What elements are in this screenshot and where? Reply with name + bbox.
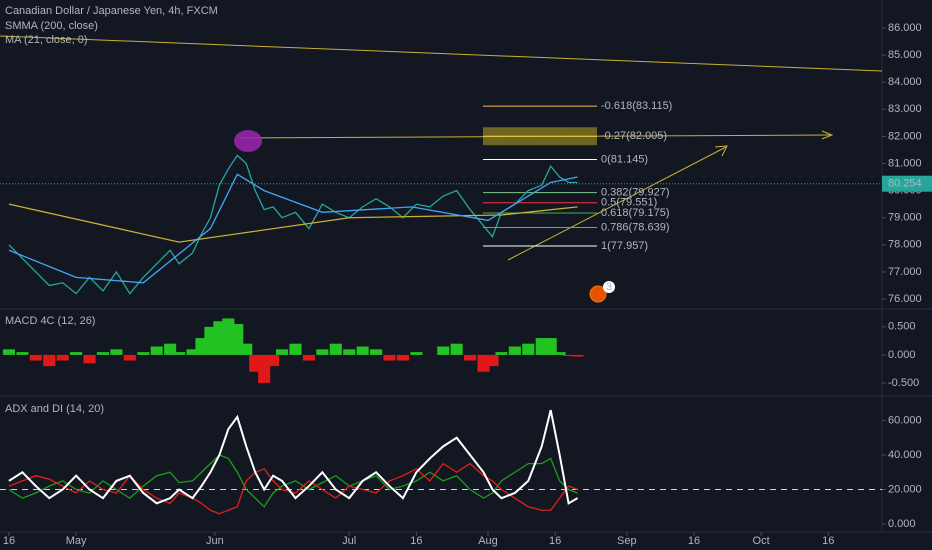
histogram-bar bbox=[56, 354, 69, 361]
histogram-bar bbox=[83, 354, 96, 364]
series-line bbox=[8, 154, 578, 295]
fib-label: 0.5(79.551) bbox=[601, 197, 657, 209]
histogram-bar bbox=[96, 352, 110, 355]
histogram-bar bbox=[137, 352, 150, 355]
arrow-head bbox=[821, 130, 834, 140]
histogram-bar bbox=[486, 354, 499, 367]
fib-label: 0(81.145) bbox=[601, 153, 648, 165]
x-tick-label: Oct bbox=[753, 535, 770, 547]
y-tick-label: 84.000 bbox=[888, 76, 922, 88]
legend-entry: SMMA (200, close) bbox=[5, 20, 98, 32]
histogram-bar bbox=[240, 343, 253, 355]
histogram-bar bbox=[316, 349, 329, 355]
histogram-bar bbox=[437, 346, 450, 355]
histogram-bar bbox=[29, 354, 42, 361]
histogram-bar bbox=[396, 354, 409, 361]
y-tick-label: 0.000 bbox=[888, 518, 916, 530]
x-tick-label: 16 bbox=[688, 535, 700, 547]
x-tick-label: Jul bbox=[342, 535, 356, 547]
y-tick-label: 60.000 bbox=[888, 414, 922, 426]
histogram-bar bbox=[370, 349, 383, 355]
series-line bbox=[8, 203, 578, 243]
histogram-bar bbox=[289, 343, 302, 355]
panel-title: ADX and DI (14, 20) bbox=[5, 403, 104, 415]
panel-title: MACD 4C (12, 26) bbox=[5, 315, 95, 327]
y-tick-label: 82.000 bbox=[888, 130, 922, 142]
series-line bbox=[8, 454, 578, 508]
x-tick-label: 16 bbox=[822, 535, 834, 547]
x-tick-label: 16 bbox=[410, 535, 422, 547]
y-tick-label: 20.000 bbox=[888, 483, 922, 495]
x-tick-label: 16 bbox=[549, 535, 561, 547]
histogram-bar bbox=[150, 346, 163, 355]
trend-line bbox=[0, 35, 883, 72]
histogram-bar bbox=[123, 354, 136, 361]
histogram-bar bbox=[571, 354, 584, 357]
series-line bbox=[8, 409, 579, 505]
y-tick-label: 81.000 bbox=[888, 157, 922, 169]
fib-label: 0.786(78.639) bbox=[601, 221, 670, 233]
y-tick-label: -0.500 bbox=[888, 377, 919, 389]
x-tick-label: May bbox=[66, 535, 87, 547]
event-count: 3 bbox=[606, 281, 612, 293]
histogram-bar bbox=[164, 343, 177, 355]
x-tick-label: Jun bbox=[206, 535, 224, 547]
event-badge bbox=[603, 281, 615, 293]
histogram-bar bbox=[343, 349, 356, 355]
histogram-bar bbox=[173, 352, 186, 355]
histogram-bar bbox=[410, 352, 423, 355]
x-tick-label: Aug bbox=[478, 535, 498, 547]
trend-line bbox=[507, 146, 727, 261]
histogram-bar bbox=[186, 349, 199, 355]
histogram-bar bbox=[383, 354, 396, 361]
fib-label: -0.618(83.115) bbox=[601, 100, 672, 112]
arrow-head bbox=[714, 145, 728, 157]
panel-title: Canadian Dollar / Japanese Yen, 4h, FXCM bbox=[5, 5, 218, 17]
histogram-bar bbox=[2, 349, 15, 355]
histogram-bar bbox=[356, 346, 369, 355]
series-line bbox=[8, 173, 578, 284]
histogram-bar bbox=[110, 349, 123, 355]
y-tick-label: 79.000 bbox=[888, 212, 922, 224]
histogram-bar bbox=[43, 354, 56, 367]
histogram-bar bbox=[544, 338, 557, 355]
series-line bbox=[8, 462, 578, 515]
histogram-bar bbox=[329, 343, 342, 355]
histogram-bar bbox=[302, 354, 315, 361]
histogram-bar bbox=[464, 354, 477, 361]
legend-entry: MA (21, close, 0) bbox=[5, 34, 88, 46]
histogram-bar bbox=[562, 354, 575, 357]
histogram-bar bbox=[267, 354, 280, 367]
histogram-bar bbox=[450, 343, 463, 355]
highlight-ellipse bbox=[234, 130, 262, 152]
histogram-bar bbox=[276, 349, 289, 355]
y-tick-label: 76.000 bbox=[888, 293, 922, 305]
last-price-label: 80.254 bbox=[888, 178, 922, 190]
y-tick-label: 86.000 bbox=[888, 22, 922, 34]
fib-label: -0.27(82.005) bbox=[601, 130, 667, 142]
histogram-bar bbox=[508, 346, 521, 355]
event-icon bbox=[589, 285, 607, 303]
fib-label: 0.382(79.927) bbox=[601, 186, 670, 198]
y-tick-label: 0.500 bbox=[888, 321, 916, 333]
histogram-bar bbox=[70, 352, 83, 355]
x-tick-label: 16 bbox=[3, 535, 15, 547]
y-tick-label: 40.000 bbox=[888, 449, 922, 461]
histogram-bar bbox=[495, 352, 508, 355]
last-price-box bbox=[882, 175, 932, 192]
x-tick-label: Sep bbox=[617, 535, 637, 547]
y-tick-label: 78.000 bbox=[888, 239, 922, 251]
histogram-bar bbox=[16, 352, 29, 355]
histogram-bar bbox=[553, 352, 566, 355]
y-tick-label: 83.000 bbox=[888, 103, 922, 115]
y-tick-label: 0.000 bbox=[888, 349, 916, 361]
y-tick-label: 77.000 bbox=[888, 266, 922, 278]
fib-label: 0.618(79.175) bbox=[601, 207, 670, 219]
histogram-bar bbox=[522, 343, 535, 355]
fib-label: 1(77.957) bbox=[601, 240, 648, 252]
y-tick-label: 85.000 bbox=[888, 49, 922, 61]
